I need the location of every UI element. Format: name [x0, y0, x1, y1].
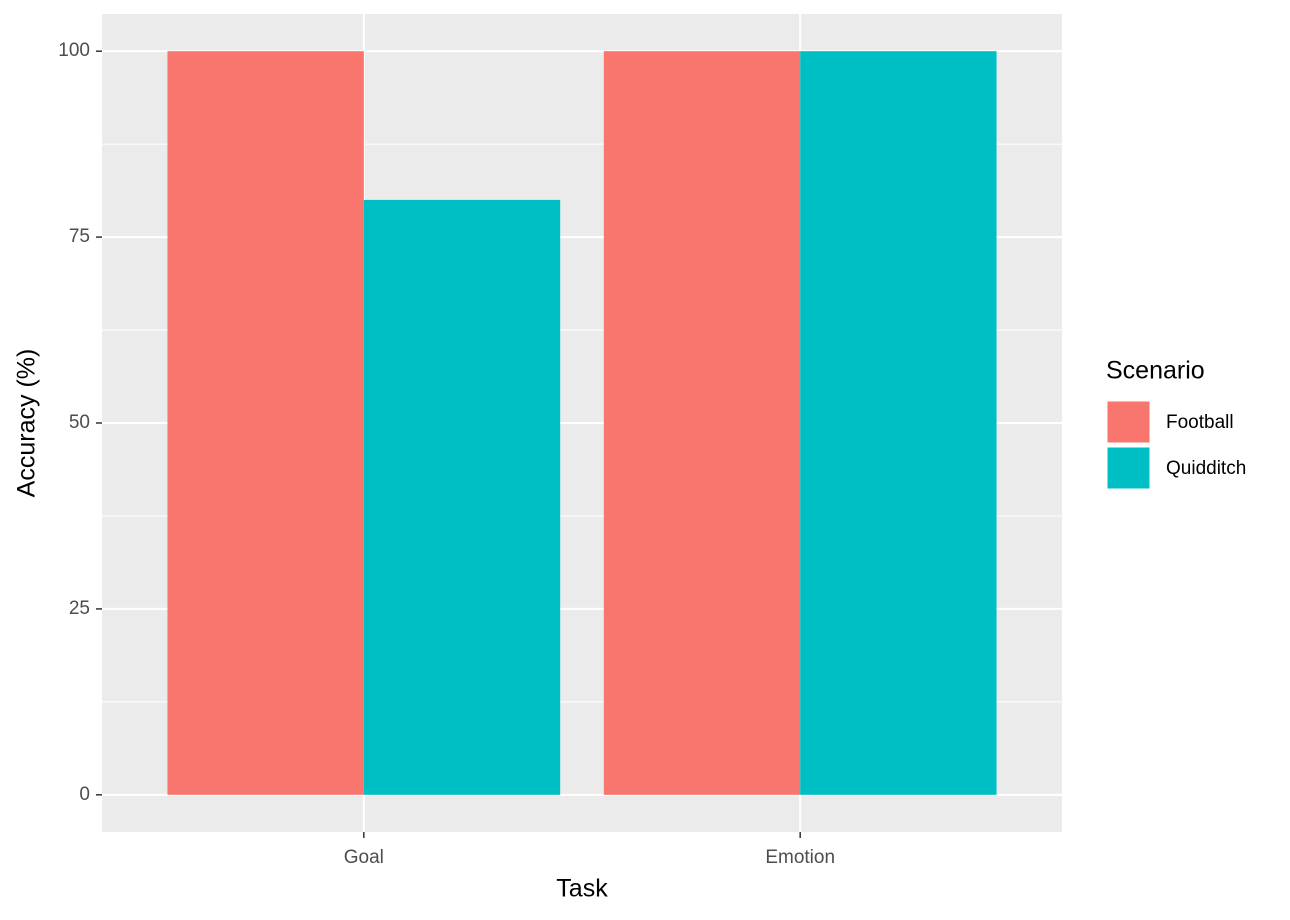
x-axis-title: Task	[556, 875, 608, 903]
x-tick-label: Goal	[344, 847, 384, 868]
legend-key	[1106, 400, 1151, 444]
y-tick-label: 100	[58, 40, 90, 61]
y-axis-title: Accuracy (%)	[13, 349, 41, 498]
legend-key	[1106, 446, 1151, 490]
y-tick-label: 0	[79, 784, 90, 805]
bar	[603, 51, 801, 795]
y-tick-label: 50	[69, 412, 90, 433]
bars	[167, 51, 997, 795]
x-tick-label: Emotion	[765, 847, 835, 868]
legend-label: Football	[1166, 412, 1234, 433]
bar	[167, 51, 364, 795]
bar	[363, 199, 561, 795]
bar	[800, 51, 997, 795]
y-tick-label: 25	[69, 598, 90, 619]
legend-label: Quidditch	[1166, 458, 1246, 479]
y-tick-label: 75	[69, 226, 90, 247]
legend-title: Scenario	[1106, 357, 1205, 385]
